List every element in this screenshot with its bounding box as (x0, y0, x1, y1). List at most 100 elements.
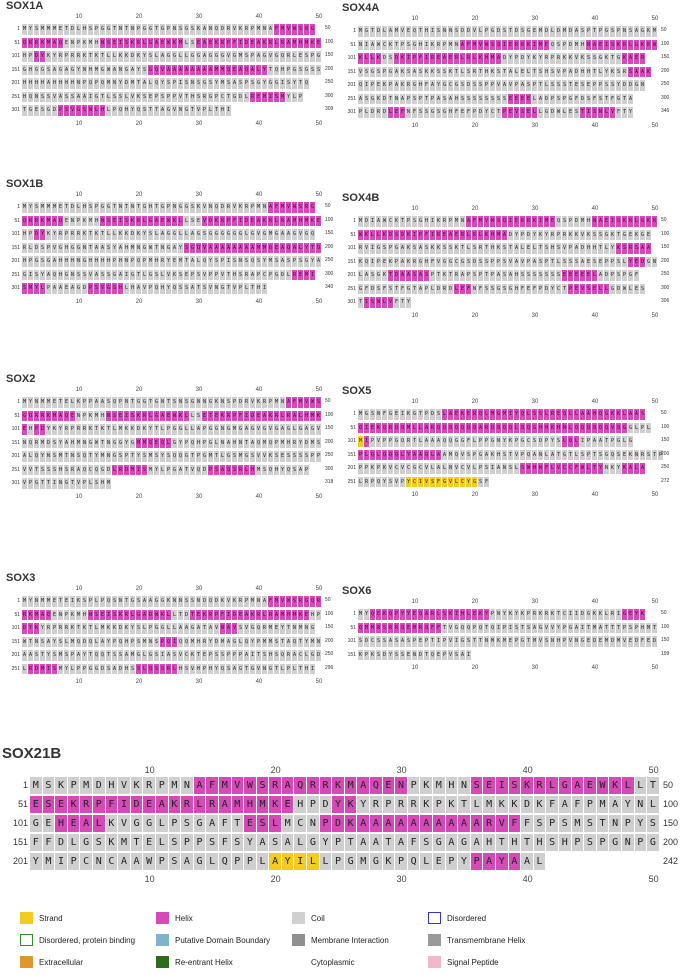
residue: A (532, 622, 538, 633)
residue: L (526, 409, 532, 420)
residue: L (484, 409, 490, 420)
residue: S (556, 93, 562, 104)
residue: Q (454, 449, 460, 460)
residue: S (112, 609, 118, 620)
residue: N (634, 796, 648, 813)
residue: I (364, 80, 370, 91)
tick-label: 10 (411, 599, 419, 605)
residue: H (154, 256, 160, 267)
residue: L (574, 409, 580, 420)
residue: R (442, 283, 448, 294)
legend-label: Disordered (447, 913, 487, 923)
residue: R (406, 436, 412, 447)
residue: R (22, 242, 28, 253)
residue: N (46, 451, 52, 462)
residue: Y (628, 256, 634, 267)
residue: K (46, 51, 52, 62)
row-end-number: 100 (661, 623, 670, 630)
tick-label: 40 (255, 298, 263, 305)
residue: L (286, 269, 292, 280)
residue: K (646, 66, 652, 77)
residue: T (596, 815, 610, 832)
row-end-number: 50 (661, 410, 667, 417)
residue: Q (64, 410, 70, 421)
residue: Q (370, 777, 383, 794)
residue: E (376, 80, 382, 91)
residue: I (370, 243, 376, 254)
residue: T (622, 107, 628, 118)
residue: G (616, 93, 622, 104)
tick-label: 50 (315, 679, 323, 685)
residue: P (231, 853, 245, 870)
residue: S (484, 93, 490, 104)
residue: G (94, 91, 100, 102)
row-start-number: 151 (12, 837, 28, 847)
residue: L (155, 815, 169, 832)
residue: S (92, 834, 106, 851)
residue: Y (616, 463, 622, 474)
residue: K (406, 243, 412, 254)
residue: S (388, 476, 394, 487)
residue: P (586, 436, 592, 447)
residue: S (238, 269, 244, 280)
residue: K (376, 93, 382, 104)
residue: S (520, 26, 526, 37)
row-end-number: 250 (661, 81, 670, 88)
residue: R (307, 777, 320, 794)
residue: L (622, 409, 628, 420)
residue: R (395, 796, 408, 813)
residue: P (166, 202, 172, 213)
tick-label: 50 (315, 298, 323, 305)
residue: F (574, 463, 580, 474)
residue: Q (100, 650, 106, 661)
residue: T (616, 622, 622, 633)
row-start-number: 101 (12, 818, 28, 828)
row-end-number: 200 (663, 837, 679, 847)
residue: G (310, 202, 316, 213)
residue: S (382, 622, 388, 633)
residue: A (52, 283, 58, 294)
residue: Q (286, 464, 292, 475)
residue: N (262, 202, 268, 213)
residue: L (28, 242, 34, 253)
residue: M (148, 451, 154, 462)
residue: A (286, 215, 292, 226)
residue: G (520, 436, 526, 447)
residue: N (172, 202, 178, 213)
residue: T (124, 24, 130, 35)
residue: P (268, 397, 274, 408)
position-scale-bottom: 10 20 30 40 50 (30, 874, 660, 884)
row-end-number: 300 (661, 284, 670, 291)
residue: L (307, 853, 320, 870)
residue: Q (52, 269, 58, 280)
residue: S (580, 80, 586, 91)
residue: A (370, 834, 383, 851)
residue: K (118, 609, 124, 620)
row-end-number: 200 (661, 450, 670, 457)
residue: D (640, 256, 646, 267)
residue: G (370, 93, 376, 104)
residue: G (412, 39, 418, 50)
residue: P (442, 39, 448, 50)
residue: D (430, 409, 436, 420)
residue: Q (136, 256, 142, 267)
residue: A (502, 80, 508, 91)
residue: S (166, 451, 172, 462)
residue: R (466, 53, 472, 64)
residue: L (160, 269, 166, 280)
residue: S (184, 596, 190, 607)
residue: P (484, 26, 490, 37)
residue: Q (166, 636, 172, 647)
residue: N (82, 437, 88, 448)
residue: H (196, 437, 202, 448)
residue: F (454, 107, 460, 118)
residue: N (130, 202, 136, 213)
row-start-number: 101 (11, 426, 20, 433)
residue: S (490, 283, 496, 294)
residue: S (412, 270, 418, 281)
